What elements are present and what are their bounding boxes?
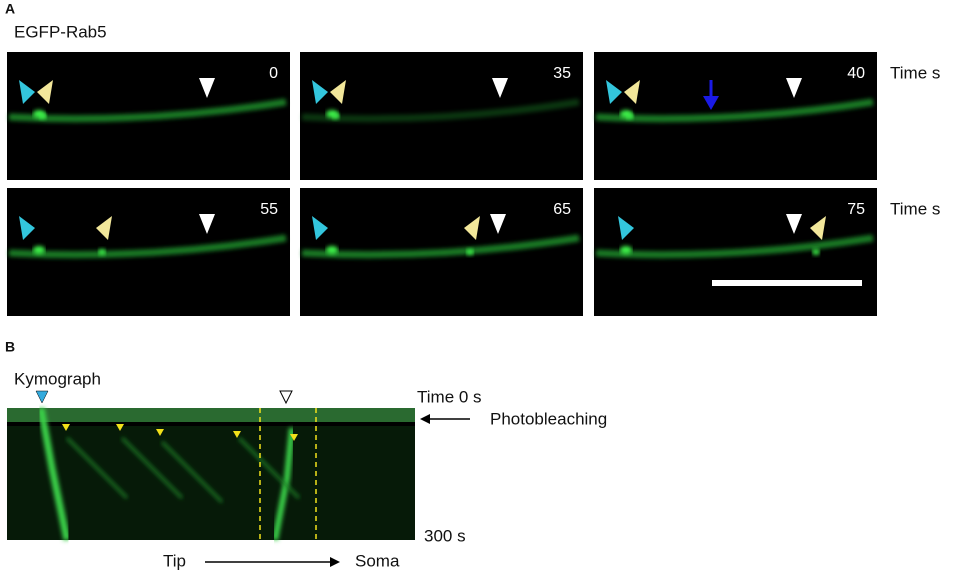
bleach-band [7,408,415,422]
time-label: 40 [847,65,865,82]
vesicle [98,249,106,255]
arrowhead [19,216,35,240]
vesicle [466,249,474,255]
row-label: Time s [890,199,940,218]
arrowhead [279,390,293,405]
axis-right: Soma [355,551,400,570]
arrowhead [624,80,640,104]
time-label: 0 [269,65,278,82]
vesicle [33,246,45,254]
arrow-head [420,414,430,424]
kymograph [7,408,415,540]
time-start: Time 0 s [417,387,482,406]
arrowhead [618,216,634,240]
arrowhead [490,214,506,234]
vesicle [39,113,47,119]
arrowhead [199,214,215,234]
annotation: Photobleaching [490,409,607,428]
arrowhead [116,424,124,431]
time-end: 300 s [424,526,466,545]
time-label: 55 [260,201,278,218]
arrowhead [19,80,35,104]
vesicle [812,249,820,255]
arrowhead [810,216,826,240]
panel-title: Kymograph [14,369,101,388]
panel-label: A [5,1,15,17]
scale-bar [712,280,862,286]
arrowhead [156,429,164,436]
arrowhead [35,390,49,404]
time-label: 65 [553,201,571,218]
track [120,436,184,500]
vesicle [626,113,634,119]
arrowhead [330,80,346,104]
neurite [595,234,874,259]
panel-title: EGFP-Rab5 [14,22,107,41]
arrowhead [233,431,241,438]
bleach-line [7,422,415,426]
vesicle [326,246,338,254]
axis-left: Tip [163,551,186,570]
arrowhead [464,216,480,240]
arrowhead [62,424,70,431]
track [37,407,71,541]
arrowhead [312,216,328,240]
neurite [301,234,580,259]
row-label: Time s [890,63,940,82]
time-label: 75 [847,201,865,218]
vesicle [332,113,340,119]
track [272,427,295,541]
track [65,436,129,500]
arrowhead [492,78,508,98]
arrowhead [606,80,622,104]
neurite [8,234,287,259]
arrowhead [786,78,802,98]
arrowhead [37,80,53,104]
arrow-head [703,96,719,110]
arrowhead [199,78,215,98]
vesicle [620,246,632,254]
arrowhead [290,434,298,441]
arrow-head [330,557,340,567]
time-label: 35 [553,65,571,82]
arrowhead [96,216,112,240]
arrowhead [312,80,328,104]
arrowhead [786,214,802,234]
panel-label: B [5,339,15,355]
track [237,436,301,500]
track [160,440,224,504]
